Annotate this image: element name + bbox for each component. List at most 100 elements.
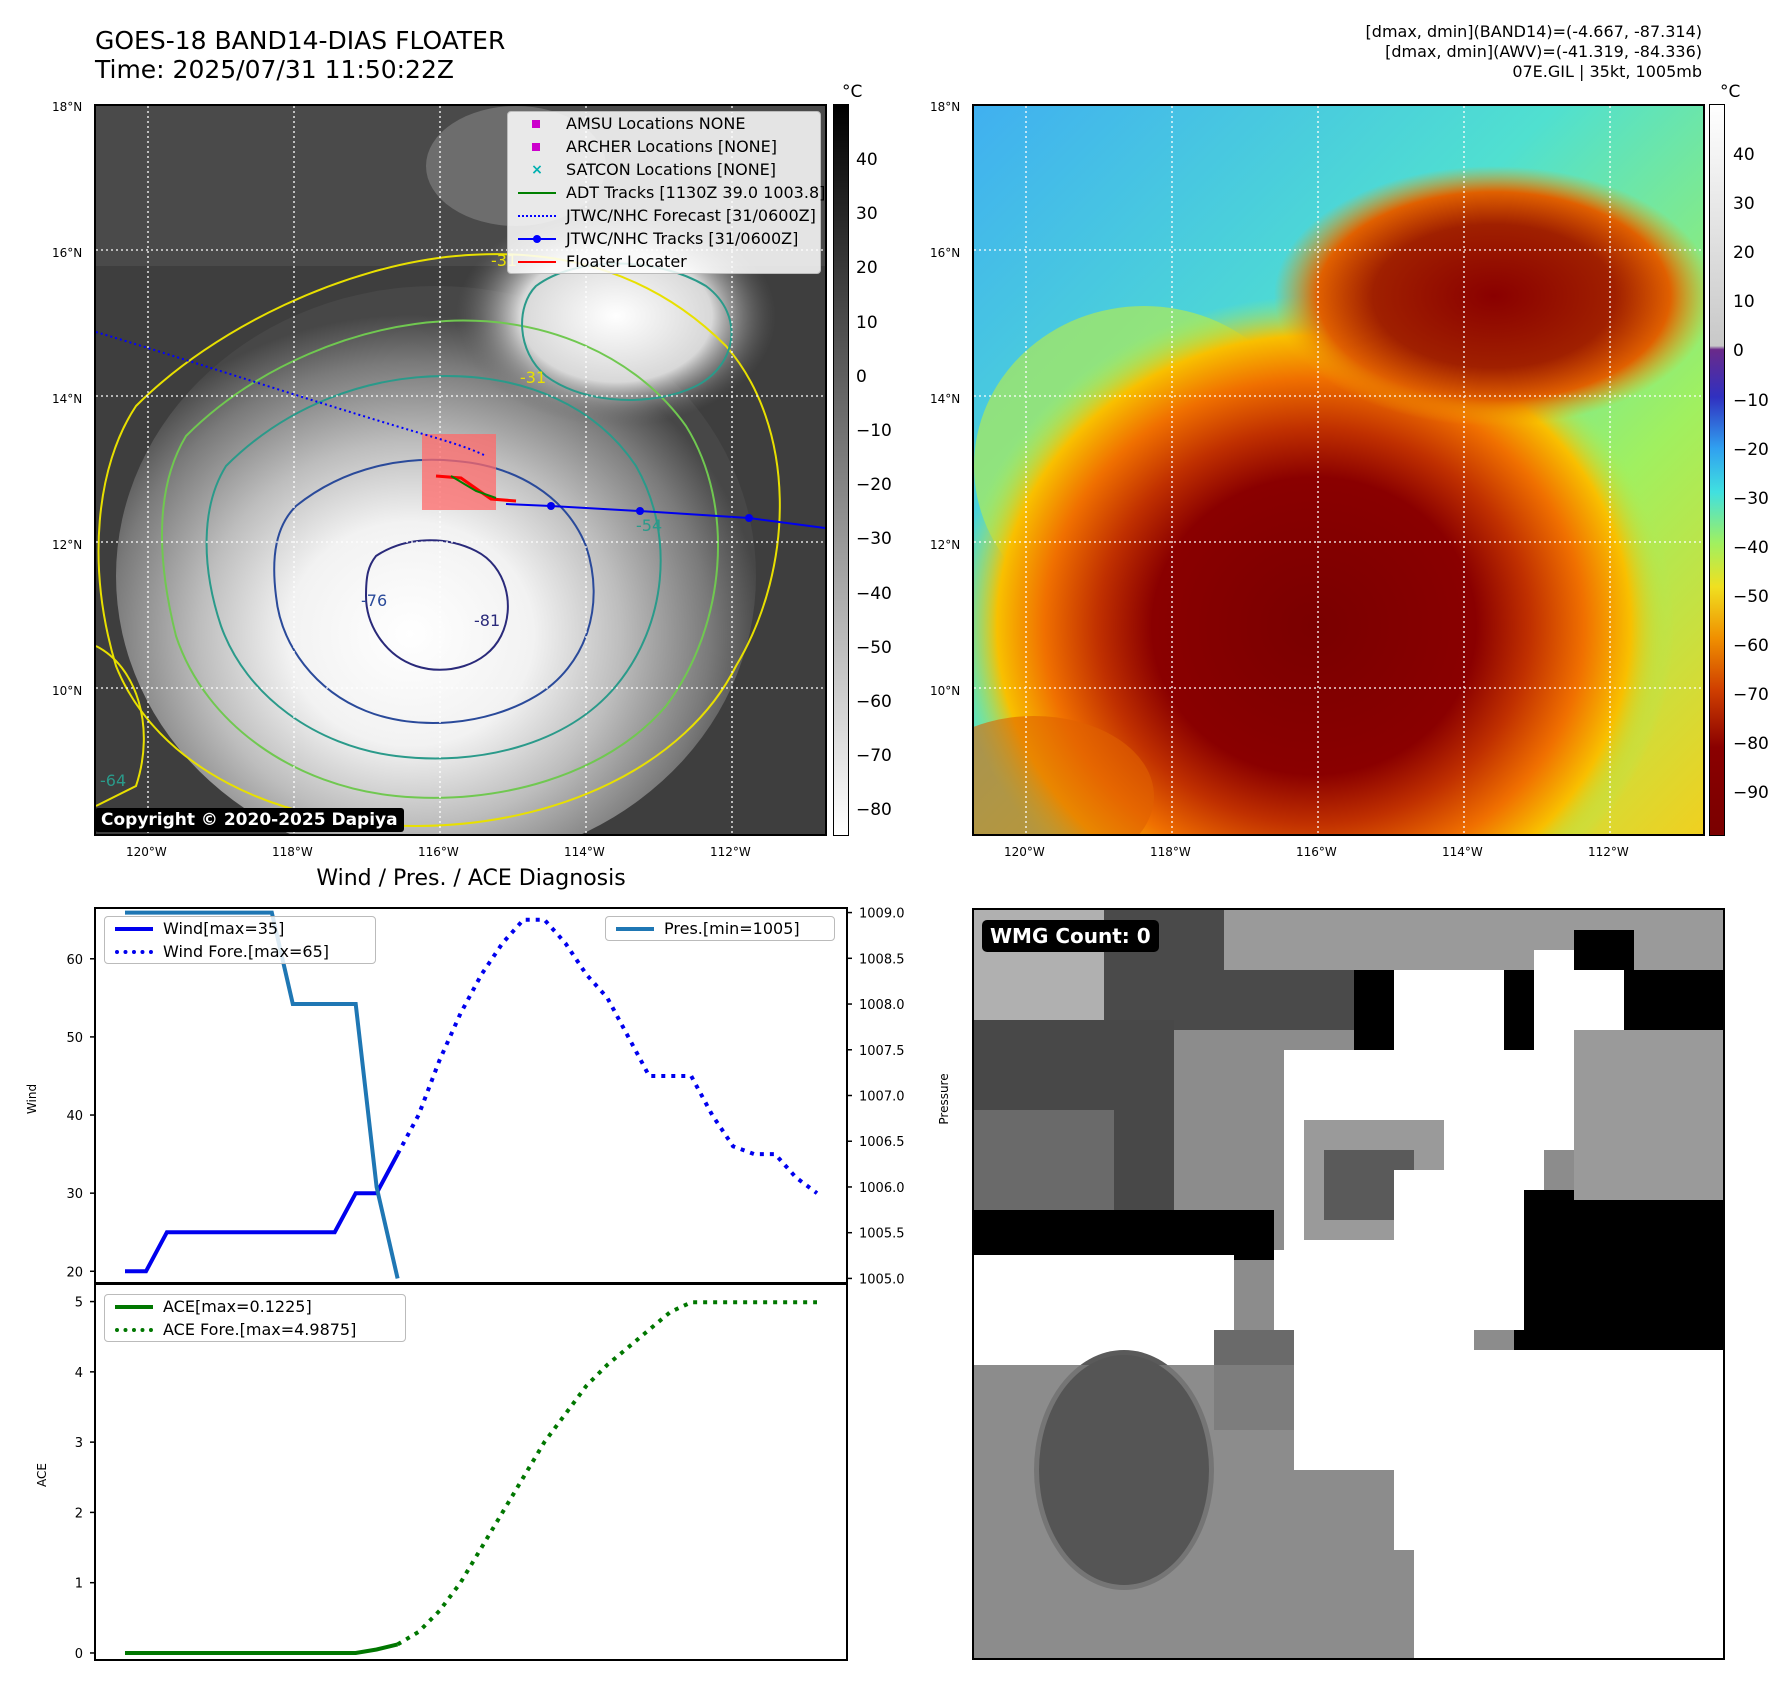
colorbar-tick: 20 bbox=[1733, 243, 1755, 264]
y-tick-label: 0 bbox=[75, 1647, 83, 1662]
series-line-wind bbox=[125, 1153, 400, 1274]
colorbar-tick: −20 bbox=[1733, 439, 1769, 460]
colorbar-tick: −10 bbox=[856, 421, 892, 441]
lat-tick: 14°N bbox=[52, 392, 83, 406]
awv-map-panel bbox=[972, 104, 1705, 836]
ace-legend: ACE[max=0.1225] ACE Fore.[max=4.9875] bbox=[104, 1294, 406, 1342]
plot-frame bbox=[94, 1283, 848, 1661]
colorbar-tick: 40 bbox=[1733, 145, 1755, 165]
colorbar-tick: −70 bbox=[1733, 685, 1769, 706]
wmg-panel bbox=[972, 908, 1725, 1660]
legend-item-tracks: JTWC/NHC Tracks [31/0600Z] bbox=[508, 227, 820, 250]
y-tick-label: 1009.0 bbox=[859, 907, 905, 922]
awv-map-image bbox=[974, 106, 1703, 834]
y-tick-label: 1007.5 bbox=[859, 1044, 905, 1059]
y-tick-label: 20 bbox=[66, 1265, 83, 1280]
lon-tick: 118°W bbox=[272, 845, 313, 859]
colorbar-tick: −60 bbox=[856, 692, 892, 712]
copyright-badge: Copyright © 2020-2025 Dapiya bbox=[95, 808, 404, 832]
y-tick-label: 40 bbox=[66, 1109, 83, 1124]
y-tick-label: 1007.0 bbox=[859, 1090, 905, 1105]
y-tick-label: 1005.0 bbox=[859, 1272, 905, 1287]
contour-label: -81 bbox=[474, 611, 500, 630]
colorbar-right bbox=[1709, 104, 1725, 836]
colorbar-left bbox=[833, 104, 849, 836]
lat-tick: 10°N bbox=[52, 684, 83, 698]
colorbar-tick: −10 bbox=[1733, 390, 1769, 411]
diagnosis-title: Wind / Pres. / ACE Diagnosis bbox=[316, 866, 626, 891]
lon-tick: 120°W bbox=[126, 845, 167, 859]
wmg-image bbox=[974, 910, 1723, 1658]
colorbar-tick: 30 bbox=[1733, 194, 1755, 215]
lat-tick: 18°N bbox=[930, 100, 961, 114]
lat-tick: 16°N bbox=[930, 246, 961, 260]
legend-item-archer: ARCHER Locations [NONE] bbox=[508, 135, 820, 158]
colorbar-tick: −20 bbox=[856, 475, 892, 496]
legend-item-satcon: × SATCON Locations [NONE] bbox=[531, 160, 777, 179]
legend-item-wind: Wind[max=35] bbox=[105, 917, 375, 940]
ir-map-image: -31 -54 -76 -81 -31 -64 bbox=[96, 106, 825, 834]
colorbar-tick: −60 bbox=[1733, 636, 1769, 656]
ace-chart: 0 1 2 3 4 5 bbox=[75, 1283, 848, 1662]
figure-title: GOES-18 BAND14-DIAS FLOATER Time: 2025/0… bbox=[95, 26, 506, 84]
colorbar-tick: 10 bbox=[856, 312, 878, 333]
y-tick-label: 1005.5 bbox=[859, 1227, 905, 1242]
colorbar-tick: 40 bbox=[856, 150, 878, 170]
contour-label: -64 bbox=[100, 771, 126, 790]
colorbar-tick: −50 bbox=[1733, 586, 1769, 607]
legend-item-adt: ADT Tracks [1130Z 39.0 1003.8] bbox=[508, 181, 825, 204]
legend-item-ace: ACE[max=0.1225] bbox=[105, 1295, 405, 1318]
colorbar-tick: 30 bbox=[856, 204, 878, 225]
contour-label: -31 bbox=[520, 368, 546, 387]
y-tick-label: 2 bbox=[75, 1506, 83, 1521]
colorbar-tick: −90 bbox=[1733, 783, 1769, 804]
y-tick-label: 60 bbox=[66, 953, 83, 968]
series-line-pres- bbox=[125, 910, 400, 1279]
y-tick-label: 1006.5 bbox=[859, 1135, 905, 1150]
y-tick-label: 1006.0 bbox=[859, 1181, 905, 1196]
colorbar-tick: −40 bbox=[856, 583, 892, 604]
colorbar-unit: °C bbox=[842, 82, 863, 102]
legend-item-forecast: JTWC/NHC Forecast [31/0600Z] bbox=[508, 204, 820, 227]
series-line-ace-fore- bbox=[396, 1300, 817, 1647]
plot-frame bbox=[94, 907, 848, 1284]
series-line-ace bbox=[125, 1642, 399, 1655]
y-tick-label: 1008.5 bbox=[859, 952, 905, 967]
map-legend: AMSU Locations NONE ARCHER Locations [NO… bbox=[507, 111, 825, 274]
contour-label: -76 bbox=[361, 591, 387, 610]
lon-tick: 116°W bbox=[418, 845, 459, 859]
y-tick-label: 5 bbox=[75, 1296, 83, 1311]
lat-tick: 12°N bbox=[930, 538, 961, 552]
lat-tick: 12°N bbox=[52, 538, 83, 552]
legend-item-floater: Floater Locater bbox=[508, 250, 820, 273]
wmg-count-badge: WMG Count: 0 bbox=[982, 920, 1159, 952]
figure-info: [dmax, dmin](BAND14)=(-4.667, -87.314) [… bbox=[1365, 22, 1702, 81]
colorbar-tick: −50 bbox=[856, 637, 892, 658]
lon-tick: 114°W bbox=[564, 845, 605, 859]
legend-item-pressure: Pres.[min=1005] bbox=[606, 917, 834, 940]
lon-tick: 112°W bbox=[1588, 845, 1629, 859]
wind-legend: Wind[max=35] Wind Fore.[max=65] bbox=[104, 916, 376, 964]
y-tick-label: 1008.0 bbox=[859, 998, 905, 1013]
lon-tick: 118°W bbox=[1150, 845, 1191, 859]
colorbar-tick: −40 bbox=[1733, 537, 1769, 558]
colorbar-tick: −80 bbox=[1733, 734, 1769, 755]
lon-tick: 116°W bbox=[1296, 845, 1337, 859]
colorbar-tick: −30 bbox=[856, 529, 892, 550]
colorbar-tick: −30 bbox=[1733, 488, 1769, 509]
colorbar-tick: 0 bbox=[1733, 341, 1744, 362]
lon-tick: 112°W bbox=[710, 845, 751, 859]
colorbar-tick: −70 bbox=[856, 746, 892, 767]
legend-item-amsu: AMSU Locations NONE bbox=[508, 112, 820, 135]
lat-tick: 18°N bbox=[52, 100, 83, 114]
colorbar-unit: °C bbox=[1720, 82, 1741, 102]
colorbar-tick: 20 bbox=[856, 258, 878, 279]
lon-tick: 120°W bbox=[1004, 845, 1045, 859]
legend-item-wind-forecast: Wind Fore.[max=65] bbox=[105, 940, 375, 963]
lat-tick: 10°N bbox=[930, 684, 961, 698]
lat-tick: 16°N bbox=[52, 246, 83, 260]
lon-tick: 114°W bbox=[1442, 845, 1483, 859]
colorbar-tick: 10 bbox=[1733, 292, 1755, 313]
y-tick-label: 4 bbox=[75, 1366, 83, 1381]
pressure-legend: Pres.[min=1005] bbox=[605, 916, 835, 941]
